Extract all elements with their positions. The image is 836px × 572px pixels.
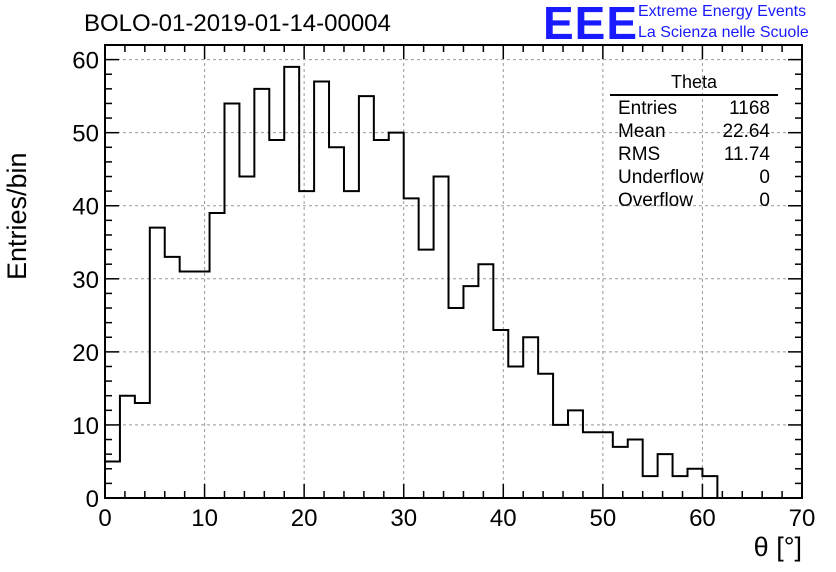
histogram-bin	[329, 147, 344, 498]
histogram-bin	[478, 264, 493, 498]
histogram-bin	[628, 440, 643, 498]
histogram-bin	[643, 476, 658, 498]
x-tick-label: 60	[689, 505, 716, 532]
stats-value: 1168	[729, 98, 770, 119]
stats-label: RMS	[618, 144, 661, 165]
histogram-bin	[508, 366, 523, 498]
y-tick-label: 20	[72, 340, 99, 367]
chart-title: BOLO-01-2019-01-14-00004	[84, 10, 391, 37]
histogram-bin	[523, 337, 538, 498]
histogram-bin	[359, 96, 374, 498]
x-tick-label: 50	[590, 505, 617, 532]
histogram-bin	[374, 140, 389, 498]
stats-title: Theta	[610, 72, 778, 96]
stats-row-mean: Mean 22.64	[610, 120, 778, 143]
x-tick-label: 70	[789, 505, 816, 532]
stats-label: Overflow	[618, 190, 693, 211]
y-tick-label: 40	[72, 194, 99, 221]
histogram-bin	[314, 82, 329, 498]
y-tick-label: 60	[72, 48, 99, 75]
stats-label: Entries	[618, 98, 678, 119]
histogram-bin	[419, 250, 434, 498]
logo-text-line2: La Scienza nelle Scuole	[638, 24, 809, 41]
x-axis-label: θ [°]	[753, 532, 802, 562]
histogram-bin	[449, 308, 464, 498]
stats-row-entries: Entries 1168	[610, 97, 778, 120]
histogram-bin	[254, 89, 269, 498]
histogram-bin	[702, 476, 717, 498]
histogram-bin	[224, 103, 239, 498]
stats-value: 0	[759, 190, 770, 211]
y-tick-label: 0	[86, 486, 99, 513]
stats-value: 0	[759, 167, 770, 188]
x-tick-label: 0	[98, 505, 111, 532]
histogram-bin	[239, 177, 254, 498]
histogram-bin	[210, 213, 225, 498]
x-tick-label: 30	[390, 505, 417, 532]
histogram-bin	[673, 476, 688, 498]
histogram-bin	[613, 447, 628, 498]
histogram-bin	[434, 177, 449, 498]
y-tick-label: 50	[72, 121, 99, 148]
histogram-bin	[583, 432, 598, 498]
histogram-outline	[104, 65, 802, 499]
histogram-bin	[493, 330, 508, 498]
histogram-bin	[269, 140, 284, 498]
stats-label: Mean	[618, 121, 666, 142]
histogram-bin	[120, 396, 135, 498]
stats-label: Underflow	[618, 167, 704, 188]
x-tick-label: 10	[191, 505, 218, 532]
histogram-bin	[105, 461, 120, 498]
histogram-bin	[568, 410, 583, 498]
histogram-bin	[180, 272, 195, 499]
eee-logo: EEE	[543, 0, 639, 49]
stats-value: 11.74	[723, 144, 770, 165]
histogram-bin	[463, 286, 478, 498]
y-tick-label: 10	[72, 413, 99, 440]
histogram-bin	[658, 454, 673, 498]
x-tick-label: 20	[291, 505, 318, 532]
histogram-bin	[299, 191, 314, 498]
x-tick-label: 40	[490, 505, 517, 532]
stats-row-overflow: Overflow 0	[610, 189, 778, 212]
histogram-bin	[553, 425, 568, 498]
plot-frame	[104, 44, 803, 499]
histogram-bin	[165, 257, 180, 498]
histogram-bin	[195, 272, 210, 499]
histogram-bin	[284, 67, 299, 498]
histogram-bin	[135, 403, 150, 498]
stats-row-rms: RMS 11.74	[610, 143, 778, 166]
stats-row-underflow: Underflow 0	[610, 166, 778, 189]
histogram-bin	[598, 432, 613, 498]
stats-box: Theta Entries 1168 Mean 22.64 RMS 11.74 …	[610, 72, 778, 212]
histogram-bin	[150, 228, 165, 498]
histogram-bin	[687, 469, 702, 498]
histogram-bin	[538, 374, 553, 498]
y-tick-label: 30	[72, 267, 99, 294]
logo-text-line1: Extreme Energy Events	[638, 3, 807, 20]
stats-value: 22.64	[722, 121, 770, 142]
histogram-bin	[389, 133, 404, 498]
y-axis-label: Entries/bin	[2, 152, 32, 280]
histogram-bin	[404, 198, 419, 498]
histogram-bin	[344, 191, 359, 498]
